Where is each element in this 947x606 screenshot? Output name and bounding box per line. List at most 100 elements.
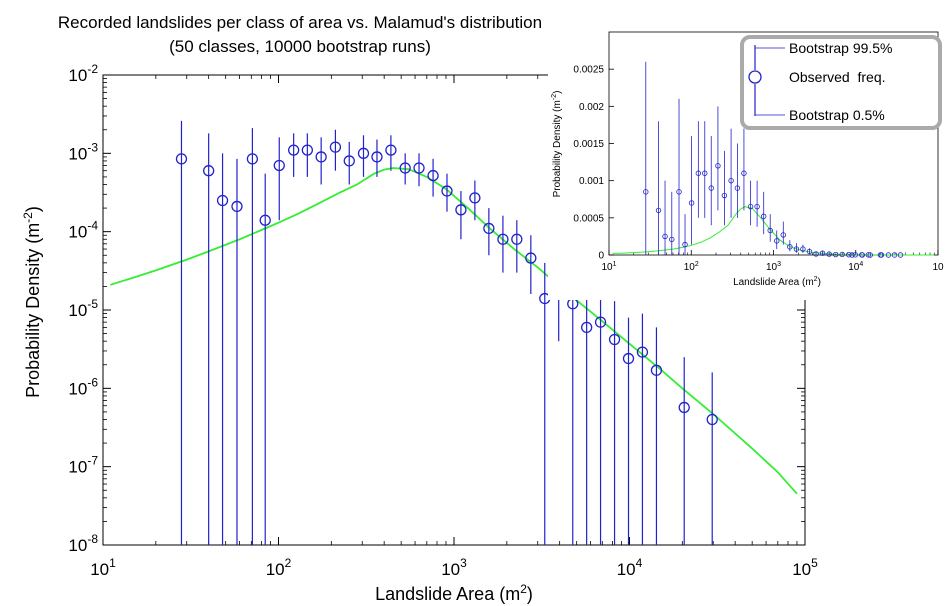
observed-point bbox=[175, 153, 188, 165]
observed-point bbox=[385, 144, 397, 156]
observed-point bbox=[525, 252, 537, 264]
observed-point bbox=[288, 144, 300, 156]
inset-observed-point bbox=[897, 252, 904, 258]
inset-observed-point bbox=[846, 251, 852, 258]
observed-point bbox=[231, 200, 243, 213]
inset-x-tick-label: 10 bbox=[932, 262, 944, 273]
inset-x-tick-label: 102 bbox=[684, 261, 699, 273]
observed-point bbox=[678, 401, 690, 414]
observed-point bbox=[469, 192, 481, 204]
inset-observed-point bbox=[859, 252, 865, 258]
inset-observed-point bbox=[695, 170, 702, 176]
observed-point bbox=[636, 346, 649, 358]
inset-observed-point bbox=[787, 244, 793, 250]
chart-subtitle: (50 classes, 10000 bootstrap runs) bbox=[169, 37, 431, 56]
inset-x-axis-label: Landslide Area (m2) bbox=[733, 276, 821, 288]
legend: Bootstrap 99.5% Observed freq. Bootstrap… bbox=[740, 35, 942, 130]
inset-observed-point bbox=[793, 246, 800, 252]
observed-point bbox=[483, 222, 495, 235]
observed-point bbox=[343, 155, 355, 167]
inset-observed-point bbox=[721, 192, 728, 199]
inset-observed-point bbox=[800, 246, 806, 252]
inset-observed-point bbox=[813, 251, 819, 257]
inset-y-tick-label: 0.0005 bbox=[573, 213, 604, 224]
inset-observed-point bbox=[774, 238, 780, 244]
legend-entry-bootstrap-99: Bootstrap 99.5% bbox=[789, 40, 893, 56]
inset-y-tick-label: 0.0025 bbox=[573, 65, 604, 76]
x-tick-label: 102 bbox=[266, 556, 292, 579]
observed-point bbox=[706, 413, 718, 426]
inset-observed-point bbox=[867, 252, 873, 258]
y-tick-label: 10-8 bbox=[68, 532, 98, 555]
observed-point bbox=[497, 233, 509, 245]
y-tick-label: 10-4 bbox=[68, 219, 98, 242]
inset-observed-point bbox=[708, 185, 714, 191]
observed-point bbox=[216, 194, 229, 207]
inset-observed-point bbox=[688, 200, 695, 206]
observed-point bbox=[608, 333, 621, 346]
inset-observed-point bbox=[754, 203, 760, 210]
inset-observed-point bbox=[747, 203, 754, 210]
inset-observed-point bbox=[676, 189, 682, 195]
observed-point bbox=[371, 151, 383, 163]
inset-observed-point bbox=[669, 236, 675, 243]
x-tick-label: 103 bbox=[441, 556, 467, 579]
inset-y-tick-label: 0.001 bbox=[579, 176, 604, 187]
y-tick-label: 10-2 bbox=[68, 62, 98, 85]
inset-observed-point bbox=[715, 163, 721, 169]
x-tick-label: 105 bbox=[792, 556, 818, 579]
inset-observed-point bbox=[734, 185, 741, 191]
observed-point bbox=[203, 165, 215, 177]
y-tick-label: 10-3 bbox=[68, 140, 98, 163]
inset-observed-point bbox=[819, 250, 826, 256]
inset-observed-point bbox=[780, 232, 786, 238]
x-axis-label: Landslide Area (m2) bbox=[375, 582, 533, 604]
inset-observed-point bbox=[865, 252, 872, 258]
y-axis-label: Probability Density (m-2) bbox=[21, 206, 43, 398]
inset-observed-point bbox=[760, 213, 767, 220]
inset-observed-point bbox=[849, 252, 855, 258]
observed-point bbox=[399, 162, 411, 174]
inset-observed-point bbox=[891, 252, 898, 258]
observed-point bbox=[301, 144, 313, 156]
y-tick-label: 10-5 bbox=[68, 297, 98, 320]
inset-observed-point bbox=[885, 252, 892, 258]
inset-y-axis-label: Probability Density (m-2) bbox=[551, 91, 563, 198]
observed-point bbox=[315, 151, 327, 163]
observed-point bbox=[511, 233, 523, 245]
legend-observed-marker-icon bbox=[748, 70, 762, 84]
legend-box bbox=[740, 35, 942, 130]
inset-y-tick-label: 0.0015 bbox=[573, 139, 604, 150]
inset-observed-point bbox=[728, 177, 734, 184]
observed-point bbox=[246, 153, 259, 165]
legend-entry-bootstrap-05: Bootstrap 0.5% bbox=[789, 107, 885, 123]
observed-point bbox=[650, 364, 663, 376]
inset-observed-point bbox=[702, 170, 708, 176]
observed-point bbox=[581, 321, 593, 334]
inset-observed-point bbox=[741, 170, 747, 176]
inset-x-tick-label: 103 bbox=[766, 261, 781, 273]
inset-observed-point bbox=[662, 233, 668, 240]
observed-point bbox=[427, 169, 439, 182]
chart-title: Recorded landslides per class of area vs… bbox=[58, 13, 542, 32]
inset-observed-point bbox=[852, 252, 858, 258]
inset-y-tick-label: 0 bbox=[598, 251, 604, 262]
inset-x-tick-label: 101 bbox=[601, 261, 616, 273]
inset-observed-point bbox=[655, 207, 662, 214]
legend-entry-observed: Observed freq. bbox=[789, 69, 886, 85]
observed-point bbox=[273, 159, 285, 172]
observed-point bbox=[594, 316, 607, 328]
observed-point bbox=[441, 185, 453, 197]
observed-point bbox=[622, 352, 635, 365]
inset-x-tick-label: 104 bbox=[848, 261, 863, 273]
observed-point bbox=[329, 141, 342, 153]
inset-observed-point bbox=[643, 189, 649, 195]
inset-observed-point bbox=[832, 251, 839, 258]
observed-point bbox=[259, 214, 271, 226]
observed-point bbox=[413, 162, 425, 174]
x-tick-label: 104 bbox=[617, 556, 643, 579]
observed-point bbox=[455, 204, 467, 216]
inset-observed-point bbox=[806, 248, 813, 255]
y-tick-label: 10-7 bbox=[68, 454, 98, 477]
